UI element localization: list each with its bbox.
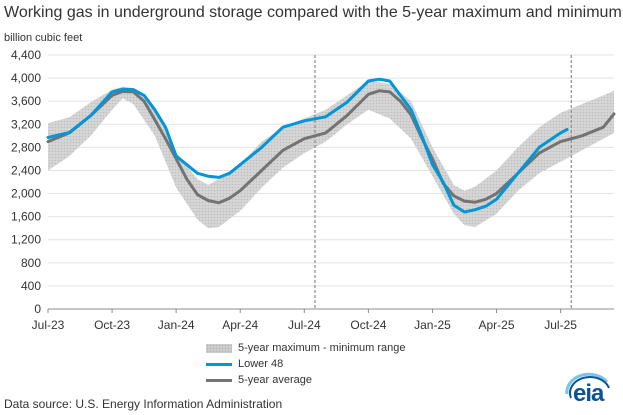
x-tick-labels: Jul-23 Oct-23 Jan-24 Apr-24 Jul-24 Oct-24 Jan-…: [32, 318, 578, 332]
legend-swatch-range: [206, 343, 232, 353]
legend-item-range: 5-year maximum - minimum range: [206, 340, 405, 356]
legend-swatch-average: [206, 378, 232, 382]
eia-logo-mark: [565, 372, 610, 399]
series-lines: [46, 77, 616, 214]
chart-title: Working gas in underground storage compa…: [4, 4, 622, 21]
y-tick-label: 1,600: [11, 210, 41, 224]
axes: [47, 308, 614, 313]
lower-48-line: [46, 77, 569, 214]
five-year-average-line: [46, 89, 616, 205]
y-tick-label: 0: [34, 302, 41, 316]
legend-item-average: 5-year average: [206, 372, 405, 388]
x-tick-label: Jul-25: [544, 318, 577, 332]
x-tick-label: Oct-23: [94, 318, 130, 332]
legend-swatch-lower48: [206, 362, 232, 366]
vertical-markers: [314, 55, 572, 309]
data-source-note: Data source: U.S. Energy Information Adm…: [4, 397, 283, 411]
x-tick-label: Apr-24: [222, 318, 258, 332]
legend: 5-year maximum - minimum range Lower 48 …: [206, 340, 405, 388]
range-band: [48, 81, 614, 229]
y-tick-label: 2,400: [11, 163, 41, 177]
y-tick-label: 3,200: [11, 117, 41, 131]
x-tick-label: Jan-24: [158, 318, 195, 332]
eia-logo: eia: [561, 372, 617, 410]
range-band-area: [48, 81, 614, 229]
y-tick-label: 1,200: [11, 233, 41, 247]
y-tick-label: 800: [21, 256, 41, 270]
x-tick-label: Jul-24: [288, 318, 321, 332]
y-tick-label: 400: [21, 279, 41, 293]
x-tick-label: Apr-25: [479, 318, 515, 332]
legend-label-lower48: Lower 48: [238, 358, 284, 370]
x-tick-label: Oct-24: [350, 318, 386, 332]
y-tick-label: 4,400: [11, 48, 41, 62]
x-tick-label: Jul-23: [32, 318, 65, 332]
eia-logo-text: eia: [573, 380, 604, 407]
legend-label-range: 5-year maximum - minimum range: [238, 342, 406, 354]
y-tick-label: 4,000: [11, 71, 41, 85]
y-tick-label: 3,600: [11, 94, 41, 108]
x-tick-label: Jan-25: [414, 318, 451, 332]
y-tick-labels: 0 400 800 1,200 1,600 2,000 2,400 2,800 3,200 3,6…: [11, 48, 41, 316]
y-tick-label: 2,000: [11, 187, 41, 201]
y-tick-label: 2,800: [11, 140, 41, 154]
legend-item-lower48: Lower 48: [206, 356, 405, 372]
y-axis-unit-label: billion cubic feet: [4, 32, 83, 44]
legend-label-average: 5-year average: [238, 374, 312, 386]
